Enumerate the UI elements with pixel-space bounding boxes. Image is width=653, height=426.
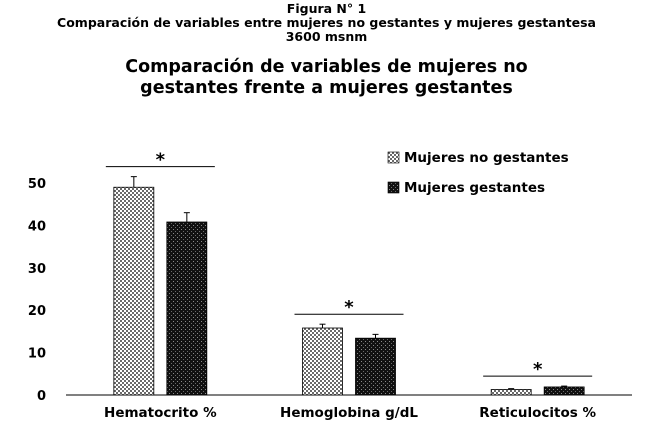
significance-marker: * <box>156 150 166 171</box>
significance-marker: * <box>533 359 543 380</box>
bar <box>355 337 396 396</box>
figure-caption-line1: Comparación de variables entre mujeres n… <box>57 15 596 30</box>
legend-swatch <box>387 151 400 164</box>
y-tick-label: 50 <box>28 177 46 192</box>
y-tick-label: 20 <box>28 304 46 319</box>
chart-title-line1: Comparación de variables de mujeres no <box>125 57 528 77</box>
x-category-label: Hematocrito % <box>104 405 217 421</box>
x-category-label: Reticulocitos % <box>479 405 596 421</box>
y-tick-label: 10 <box>28 347 46 362</box>
x-category-label: Hemoglobina g/dL <box>280 405 418 421</box>
bar <box>302 327 343 396</box>
bar <box>490 389 532 396</box>
figure-caption-line2: 3600 msnm <box>285 29 368 44</box>
y-tick-label: 40 <box>28 219 46 234</box>
legend-label: Mujeres no gestantes <box>404 150 569 166</box>
figure-label: Figura N° 1 <box>286 1 367 16</box>
chart-title-line2: gestantes frente a mujeres gestantes <box>140 78 513 98</box>
legend-swatch <box>387 181 400 194</box>
significance-marker: * <box>344 297 354 318</box>
bar <box>543 386 585 396</box>
figure-caption: Figura N° 1 Comparación de variables ent… <box>0 2 653 44</box>
y-tick-label: 0 <box>37 389 46 404</box>
y-tick-label: 30 <box>28 262 46 277</box>
legend-label: Mujeres gestantes <box>404 180 545 196</box>
chart-title: Comparación de variables de mujeres no g… <box>0 57 653 99</box>
bar <box>166 221 208 396</box>
bar <box>113 186 155 396</box>
